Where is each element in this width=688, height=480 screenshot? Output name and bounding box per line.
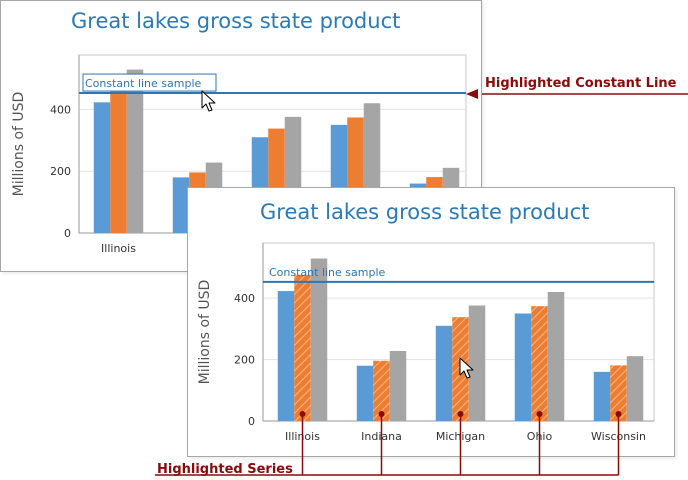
y-axis-title: Millions of USD <box>11 92 27 197</box>
constant-line-label: Constant line sample <box>269 266 386 279</box>
y-tick-label: 400 <box>50 103 71 116</box>
x-tick-label: Illinois <box>101 242 136 255</box>
bar <box>277 291 295 421</box>
x-tick-label: Michigan <box>436 430 485 443</box>
x-tick-label: Illinois <box>285 430 320 443</box>
y-tick-label: 200 <box>234 354 255 367</box>
constant-line-label: Constant line sample <box>85 77 202 90</box>
bar <box>610 365 627 421</box>
bar <box>172 177 190 233</box>
bar <box>356 365 374 421</box>
x-tick-label: Wisconsin <box>591 430 646 443</box>
front-chart-svg: 0 200 400 Millions of USD Illinois Indiana Mic… <box>197 242 655 443</box>
bar <box>126 69 144 233</box>
bar <box>389 350 407 421</box>
bar <box>110 85 127 233</box>
front-chart-panel: Great lakes gross state product 0 200 400 M… <box>187 187 675 457</box>
bar <box>547 292 565 421</box>
chart-title: Great lakes gross state product <box>71 9 401 33</box>
bar <box>435 325 453 421</box>
bar <box>93 102 111 233</box>
bar <box>514 313 532 421</box>
x-tick-label: Ohio <box>527 430 553 443</box>
highlighted-constant-line-annotation: Highlighted Constant Line <box>485 76 677 91</box>
y-tick-label: 0 <box>248 415 255 428</box>
y-tick-label: 0 <box>64 227 71 240</box>
bar <box>294 274 311 421</box>
mouse-cursor-icon <box>201 90 216 112</box>
y-axis-title: Millions of USD <box>197 280 213 385</box>
bar <box>373 360 390 421</box>
x-tick-label: Indiana <box>361 430 402 443</box>
bar <box>626 356 644 421</box>
bar <box>531 306 548 421</box>
bar <box>310 258 328 421</box>
y-tick-label: 400 <box>234 292 255 305</box>
mouse-cursor-icon <box>459 357 474 379</box>
constant-line-highlight-box <box>82 73 217 92</box>
bar <box>593 371 611 421</box>
chart-title: Great lakes gross state product <box>260 200 590 224</box>
bar <box>468 305 486 421</box>
highlighted-series-annotation: Highlighted Series <box>157 462 293 477</box>
y-tick-label: 200 <box>50 165 71 178</box>
